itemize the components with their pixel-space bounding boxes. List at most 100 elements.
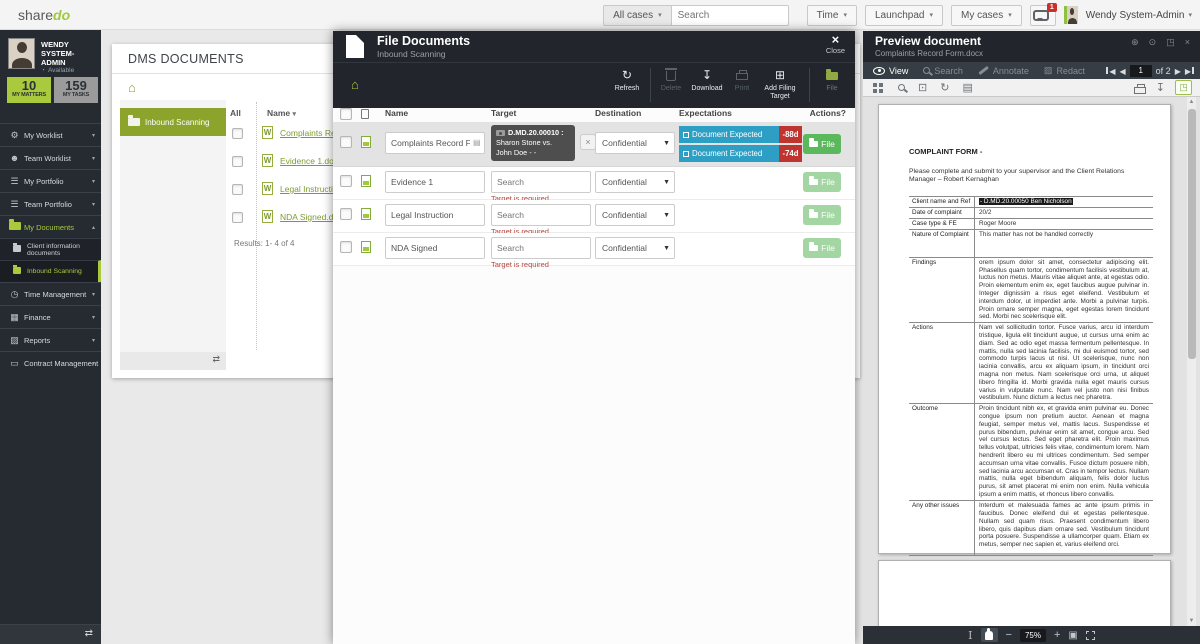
destination-select[interactable]: Confidential ▼ [595, 204, 675, 226]
select-all-checkbox[interactable] [340, 108, 352, 120]
target-chip[interactable]: D.MD.20.00010 : Sharon Stone vs. John Do… [491, 125, 575, 161]
popout-icon[interactable]: ◳ [1166, 37, 1175, 47]
sidebar-item-my-worklist[interactable]: ⚙ My Worklist ▾ [0, 123, 101, 146]
file-link[interactable]: Evidence 1.docx [280, 156, 343, 166]
fit-width-icon[interactable]: ▣ [1068, 629, 1078, 641]
document-viewport[interactable]: COMPLAINT FORM - Please complete and sub… [863, 97, 1200, 626]
home-icon[interactable]: ⌂ [128, 80, 136, 95]
checkbox[interactable] [232, 184, 243, 195]
target-search-input[interactable] [491, 171, 591, 193]
dms-tree-toggle[interactable]: ⇄ [120, 352, 226, 370]
column-header-name[interactable]: Name ▾ [267, 108, 297, 118]
file-link[interactable]: NDA Signed.docx [280, 212, 347, 222]
page-prev-button[interactable]: ◀ [1119, 66, 1126, 76]
user-menu[interactable]: Wendy System-Admin ▾ [1085, 9, 1192, 21]
sidebar-item-team-worklist[interactable]: ☻ Team Worklist ▾ [0, 146, 101, 169]
scroll-thumb[interactable] [1187, 109, 1196, 359]
sidebar-item-time-management[interactable]: ◷ Time Management ▾ [0, 282, 101, 305]
search-input[interactable] [670, 4, 789, 26]
open-external-button[interactable]: ◳ [1175, 80, 1192, 95]
checkbox[interactable] [340, 241, 352, 253]
checkbox[interactable] [232, 156, 243, 167]
sidebar-item-contract-management[interactable]: ▭ Contract Management ▾ [0, 351, 101, 374]
destination-select[interactable]: Confidential ▼ [595, 132, 675, 154]
time-button[interactable]: Time ▾ [806, 4, 857, 26]
target-search-input[interactable] [491, 237, 591, 259]
messages-button[interactable]: 1 [1029, 2, 1057, 26]
plus-icon[interactable]: ⊕ [1131, 37, 1139, 47]
user-avatar[interactable] [1063, 6, 1078, 24]
destination-select[interactable]: Confidential ▼ [595, 171, 675, 193]
page-last-button[interactable]: ▶ [1185, 67, 1194, 76]
pan-tool-button[interactable] [980, 627, 998, 642]
scrollbar[interactable]: ▲ ▼ [1187, 97, 1196, 626]
add-filing-target-button[interactable]: ⊞ Add Filing Target [764, 68, 796, 100]
text-select-icon[interactable]: I [968, 628, 973, 642]
file-toolbar-button[interactable]: File [815, 68, 849, 93]
file-link[interactable]: Legal Instruction... [280, 184, 350, 194]
refresh-button[interactable]: ↻ Refresh [614, 68, 640, 92]
sidebar-collapse-bar[interactable]: ⇄ [0, 624, 101, 644]
sharedo-logo[interactable]: sharedo [18, 7, 71, 23]
clipboard-icon[interactable]: ▤ [473, 138, 481, 147]
page-number-input[interactable]: 1 [1129, 65, 1152, 77]
my-cases-button[interactable]: My cases ▾ [950, 4, 1022, 26]
my-tasks-badge[interactable]: 159 MY TASKS [54, 77, 98, 103]
thumbnails-icon[interactable] [873, 82, 877, 87]
tab-view[interactable]: View [873, 66, 908, 76]
name-input[interactable] [385, 171, 485, 193]
page-next-button[interactable]: ▶ [1174, 66, 1181, 76]
name-input[interactable] [385, 132, 485, 154]
sidebar-item-client-information-documents[interactable]: Client information documents [0, 238, 101, 260]
target-search-input[interactable] [491, 204, 591, 226]
destination-select[interactable]: Confidential ▼ [595, 237, 675, 259]
tab-annotate[interactable]: Annotate [978, 66, 1029, 76]
sidebar-item-team-portfolio[interactable]: ☰ Team Portfolio ▾ [0, 192, 101, 215]
checkbox[interactable] [232, 212, 243, 223]
folder-inbound-scanning[interactable]: Inbound Scanning [120, 108, 226, 136]
zoom-level[interactable]: 75% [1019, 628, 1046, 642]
delete-button[interactable]: Delete [656, 68, 686, 93]
clear-target-button[interactable]: × [580, 134, 596, 150]
sidebar-item-my-portfolio[interactable]: ☰ My Portfolio ▾ [0, 169, 101, 192]
search-scope-button[interactable]: All cases ▾ [603, 4, 671, 26]
page-fit-icon[interactable]: ▤ [962, 82, 973, 94]
close-icon[interactable]: × [1184, 37, 1190, 47]
close-button[interactable]: × Close [825, 32, 845, 55]
tab-search[interactable]: Search [923, 66, 963, 76]
my-matters-badge[interactable]: 10 MY MATTERS [7, 77, 51, 103]
scroll-up-icon[interactable]: ▲ [1188, 99, 1195, 105]
checkbox[interactable] [340, 175, 352, 187]
zoom-out-button[interactable]: − [1005, 629, 1012, 641]
launchpad-button[interactable]: Launchpad ▾ [864, 4, 943, 26]
name-input[interactable] [385, 204, 485, 226]
checkbox[interactable] [340, 136, 352, 148]
file-button[interactable]: File [803, 205, 841, 225]
download-icon[interactable]: ↧ [1155, 82, 1165, 94]
home-icon[interactable]: ⌂ [351, 77, 359, 92]
printer-icon[interactable] [1133, 83, 1146, 94]
rotate-icon[interactable]: ↻ [940, 82, 950, 94]
zoom-in-button[interactable]: + [1053, 629, 1061, 641]
fullscreen-icon[interactable] [1085, 630, 1095, 640]
file-button[interactable]: File [803, 238, 841, 258]
fit-selection-icon[interactable]: ⊡ [918, 82, 928, 94]
file-button[interactable]: File [803, 134, 841, 154]
sidebar-item-my-documents[interactable]: My Documents ▴ [0, 215, 101, 238]
sidebar-item-reports[interactable]: ▨ Reports ▾ [0, 328, 101, 351]
page-first-button[interactable]: ◀ [1106, 67, 1115, 76]
sidebar-item-inbound-scanning[interactable]: Inbound Scanning [0, 260, 101, 282]
tab-redact[interactable]: ▨ Redact [1043, 65, 1085, 76]
settings-icon[interactable]: ⊙ [1148, 37, 1157, 47]
file-link[interactable]: Complaints Recor... [280, 128, 355, 138]
scroll-down-icon[interactable]: ▼ [1188, 618, 1195, 624]
checkbox[interactable] [232, 128, 243, 139]
availability-status[interactable]: ◔ Available [41, 67, 75, 74]
checkbox[interactable] [340, 208, 352, 220]
name-input[interactable] [385, 237, 485, 259]
sidebar-item-finance[interactable]: ▦ Finance ▾ [0, 305, 101, 328]
zoom-select-icon[interactable] [898, 84, 905, 91]
file-button[interactable]: File [803, 172, 841, 192]
print-button[interactable]: Print [728, 68, 756, 93]
download-button[interactable]: ↧ Download [691, 68, 723, 92]
